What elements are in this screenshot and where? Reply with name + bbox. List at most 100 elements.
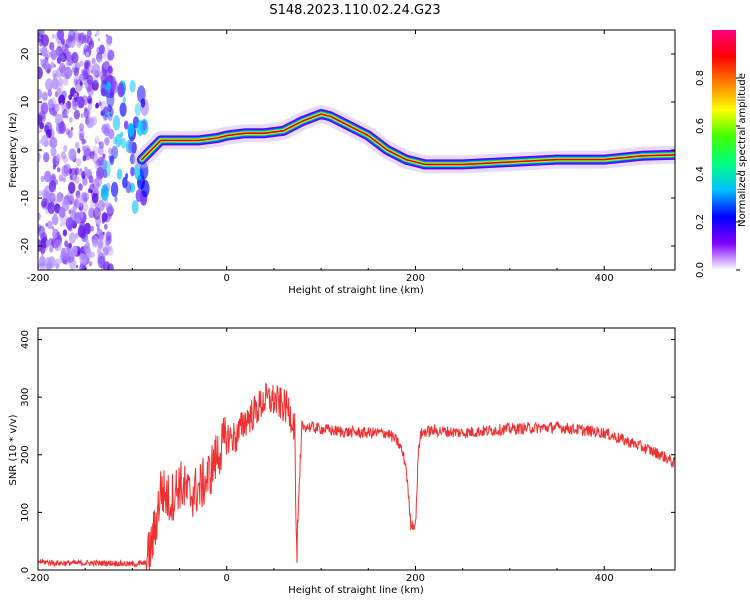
- spectrogram-noise-cell: [69, 258, 77, 270]
- spectrogram-noise-cell: [98, 44, 105, 55]
- spectrogram-noise-cell: [45, 222, 48, 227]
- spectrogram-transition-blob: [140, 179, 150, 198]
- spectrogram-y-tick-label: 20: [20, 48, 31, 61]
- spectrogram-noise-cell: [83, 242, 91, 254]
- spectrogram-noise-cell: [39, 255, 46, 267]
- spectrogram-transition-blob: [129, 80, 136, 93]
- snr-x-label: Height of straight line (km): [288, 585, 424, 596]
- spectrogram-noise-cell: [38, 155, 41, 163]
- spectrogram-noise-cell: [76, 39, 82, 48]
- colorbar-tick-label: 0.2: [695, 214, 706, 230]
- spectrogram-noise-cell: [50, 61, 55, 69]
- spectrogram-noise-cell: [101, 212, 108, 223]
- spectrogram-noise-cell: [79, 80, 83, 86]
- spectrogram-noise-cell: [65, 115, 69, 119]
- spectrogram-noise-cell: [55, 153, 61, 162]
- spectrogram-noise-cell: [75, 264, 79, 269]
- spectrogram-noise-cell: [79, 80, 84, 87]
- spectrogram-noise-cell: [100, 111, 104, 116]
- spectrogram-noise-cell: [63, 145, 68, 152]
- spectrogram-noise-cell: [82, 155, 87, 162]
- spectrogram-noise-cell: [54, 258, 61, 269]
- spectrogram-noise-cell: [57, 87, 62, 95]
- spectrogram-noise-cell: [50, 173, 56, 182]
- spectrogram-noise-cell: [45, 239, 51, 248]
- spectrogram-noise-cell: [97, 58, 101, 64]
- spectrogram-noise-cell: [49, 246, 54, 253]
- spectrogram-noise-cell: [41, 189, 47, 197]
- spectrogram-noise-cell: [75, 194, 83, 208]
- spectrogram-noise-cell: [91, 251, 95, 258]
- spectrogram-noise-cell: [41, 115, 46, 123]
- spectrogram-noise-cell: [93, 185, 98, 194]
- spectrogram-noise-cell: [92, 63, 101, 76]
- spectrogram-panel: -200 0 200 400 -20 -10 0 10 20 Height of straig…: [8, 29, 676, 296]
- spectrogram-noise-cell: [58, 206, 66, 219]
- spectrogram-noise-cell: [103, 261, 110, 270]
- spectrogram-noise-cell: [79, 42, 82, 46]
- spectrogram-noise-cell: [40, 175, 45, 183]
- spectrogram-transition-blob: [134, 103, 142, 117]
- snr-y-tick-label: 400: [20, 330, 31, 349]
- colorbar-tick-label: 0.0: [695, 262, 706, 278]
- spectrogram-noise-cell: [62, 229, 68, 237]
- spectrogram-noise-cell: [75, 79, 83, 92]
- spectrogram-noise-cell: [108, 147, 113, 155]
- spectrogram-noise-cell: [53, 64, 56, 68]
- spectrogram-noise-cell: [92, 80, 99, 91]
- spectrogram-noise-cell: [107, 54, 112, 62]
- spectrogram-noise-cell: [96, 158, 102, 167]
- spectrogram-noise-cell: [73, 96, 78, 103]
- spectrogram-noise-cell: [72, 174, 77, 182]
- spectrogram-noise-cell: [42, 58, 49, 70]
- spectrogram-noise-cell: [65, 128, 70, 136]
- spectrogram-noise-cell: [76, 158, 82, 167]
- spectrogram-noise-cell: [94, 136, 100, 145]
- spectrogram-noise-cell: [81, 138, 86, 145]
- spectrogram-noise-cell: [78, 183, 83, 191]
- spectrogram-noise-cell: [108, 247, 112, 252]
- spectrogram-noise-cell: [73, 78, 78, 86]
- spectrogram-noise-cell: [41, 252, 44, 257]
- spectrogram-noise-cell: [68, 148, 77, 161]
- spectrogram-noise-cell: [41, 34, 49, 47]
- snr-plot-area: [38, 382, 675, 570]
- spectrogram-noise-cell: [69, 175, 73, 181]
- spectrogram-transition-blob: [115, 133, 122, 148]
- snr-y-label: SNR (10 * v/v): [8, 414, 19, 485]
- spectrogram-noise-cell: [91, 239, 97, 247]
- snr-y-tick-label: 100: [20, 503, 31, 522]
- spectrogram-noise-cell: [53, 232, 58, 239]
- spectrogram-noise-cell: [68, 242, 72, 249]
- spectrogram-noise-cell: [84, 166, 88, 172]
- spectrogram-noise-cell: [102, 153, 106, 159]
- spectrogram-noise-cell: [91, 192, 99, 204]
- spectrogram-noise-cell: [77, 250, 80, 255]
- spectrogram-transition-blob: [136, 85, 146, 103]
- spectrogram-noise-cell: [106, 249, 109, 255]
- spectrogram-noise-cell: [105, 202, 113, 214]
- spectrogram-noise-cell: [50, 49, 58, 61]
- spectrogram-transition-blob: [106, 111, 110, 118]
- spectrogram-transition-blob: [135, 189, 142, 203]
- spectrogram-x-tick-label: 0: [224, 273, 230, 284]
- spectrogram-noise-cell: [94, 175, 102, 188]
- snr-y-tick-label: 0: [20, 567, 31, 573]
- spectrogram-noise-cell: [88, 207, 95, 219]
- spectrogram-noise-cell: [95, 140, 98, 144]
- spectrogram-noise-cell: [47, 201, 56, 215]
- spectrogram-y-tick-label: -20: [20, 238, 31, 254]
- spectrogram-noise-cell: [67, 129, 73, 139]
- spectrogram-noise-cell: [87, 95, 93, 104]
- spectrogram-noise-cell: [51, 226, 55, 230]
- spectrogram-noise-cell: [74, 30, 78, 34]
- spectrogram-noise-cell: [83, 79, 88, 86]
- spectrogram-noise-cell: [48, 139, 53, 147]
- spectrogram-noise-cell: [65, 217, 74, 230]
- spectrogram-noise-cell: [40, 102, 49, 115]
- spectrogram-noise-cell: [49, 136, 58, 149]
- spectrogram-noise-cell: [85, 51, 90, 58]
- spectrogram-noise-cell: [41, 91, 48, 101]
